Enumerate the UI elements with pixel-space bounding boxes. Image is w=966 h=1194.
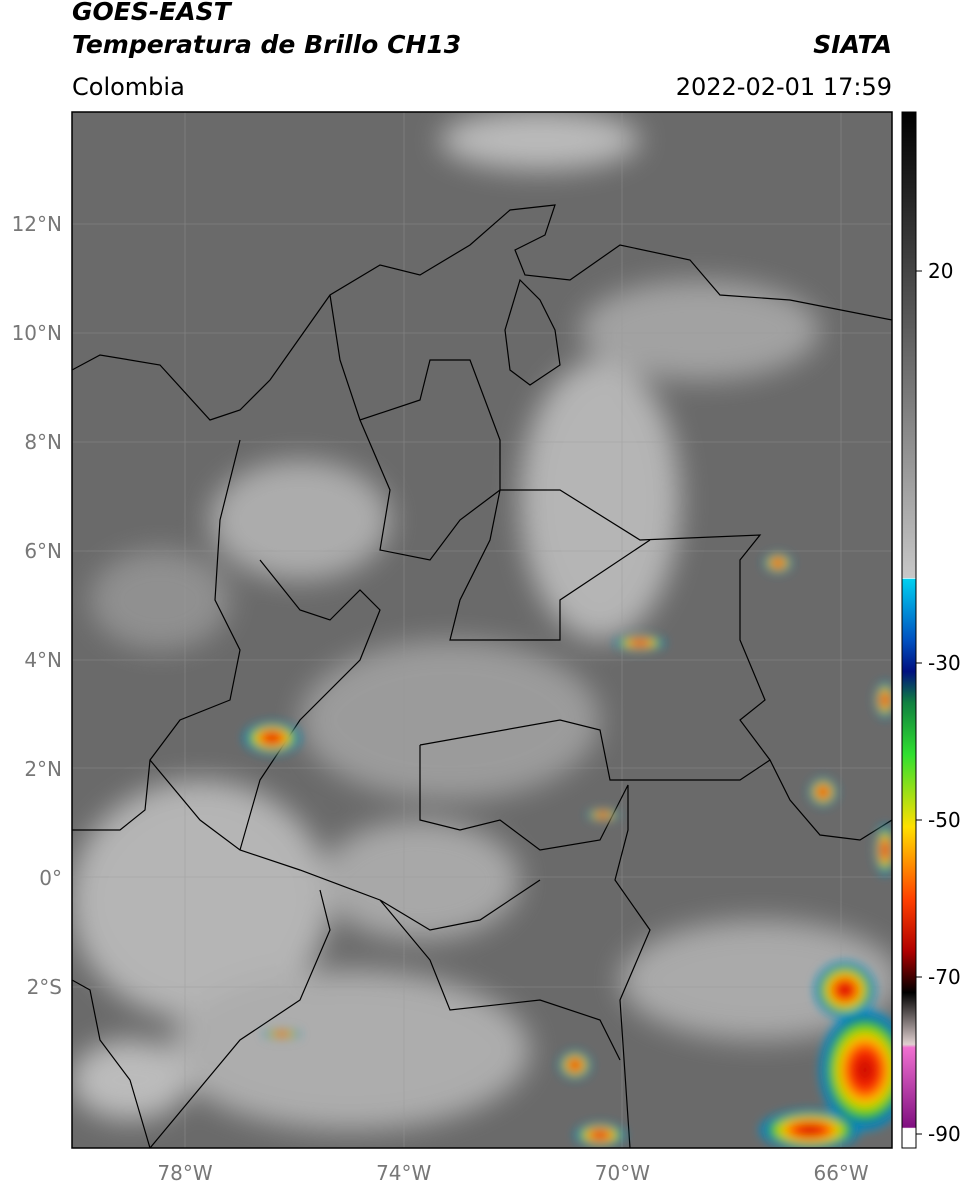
lat-label: 10°N xyxy=(12,321,62,345)
region: Colombia xyxy=(72,73,185,101)
satellite-image xyxy=(72,112,892,1148)
colorbar-ticks: 20 -30 -50 -70 -90 xyxy=(916,259,961,1146)
map-frame xyxy=(71,111,893,1149)
lat-label: 6°N xyxy=(24,539,62,563)
subtitle: Temperatura de Brillo CH13 xyxy=(72,30,461,59)
lon-label: 70°W xyxy=(595,1161,650,1185)
lon-label: 78°W xyxy=(157,1161,212,1185)
datetime: 2022-02-01 17:59 xyxy=(676,73,892,101)
lon-label: 66°W xyxy=(813,1161,868,1185)
colorbar-label: -90 xyxy=(928,1122,961,1146)
lat-label: 2°S xyxy=(27,975,62,999)
colorbar-label: -30 xyxy=(928,651,961,675)
lat-label: 2°N xyxy=(24,757,62,781)
colorbar-label: -70 xyxy=(928,965,961,989)
lat-labels: 12°N 10°N 8°N 6°N 4°N 2°N 0° 2°S xyxy=(12,212,62,999)
lat-label: 8°N xyxy=(24,430,62,454)
lon-labels: 78°W 74°W 70°W 66°W xyxy=(157,1161,869,1185)
lat-label: 4°N xyxy=(24,648,62,672)
colorbar-label: -50 xyxy=(928,808,961,832)
colorbar xyxy=(901,111,917,1149)
lon-label: 74°W xyxy=(376,1161,431,1185)
title: GOES-EAST xyxy=(72,0,233,26)
source: SIATA xyxy=(813,30,892,59)
lat-label: 0° xyxy=(39,866,62,890)
colorbar-label: 20 xyxy=(928,259,953,283)
lat-label: 12°N xyxy=(12,212,62,236)
